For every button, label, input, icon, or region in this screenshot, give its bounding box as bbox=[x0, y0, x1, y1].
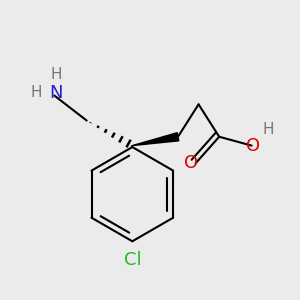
Text: H: H bbox=[50, 67, 61, 82]
Text: O: O bbox=[184, 154, 198, 172]
Polygon shape bbox=[132, 133, 179, 146]
Text: O: O bbox=[246, 136, 260, 154]
Text: Cl: Cl bbox=[124, 251, 141, 269]
Text: H: H bbox=[30, 85, 42, 100]
Text: N: N bbox=[49, 84, 62, 102]
Text: H: H bbox=[262, 122, 274, 137]
